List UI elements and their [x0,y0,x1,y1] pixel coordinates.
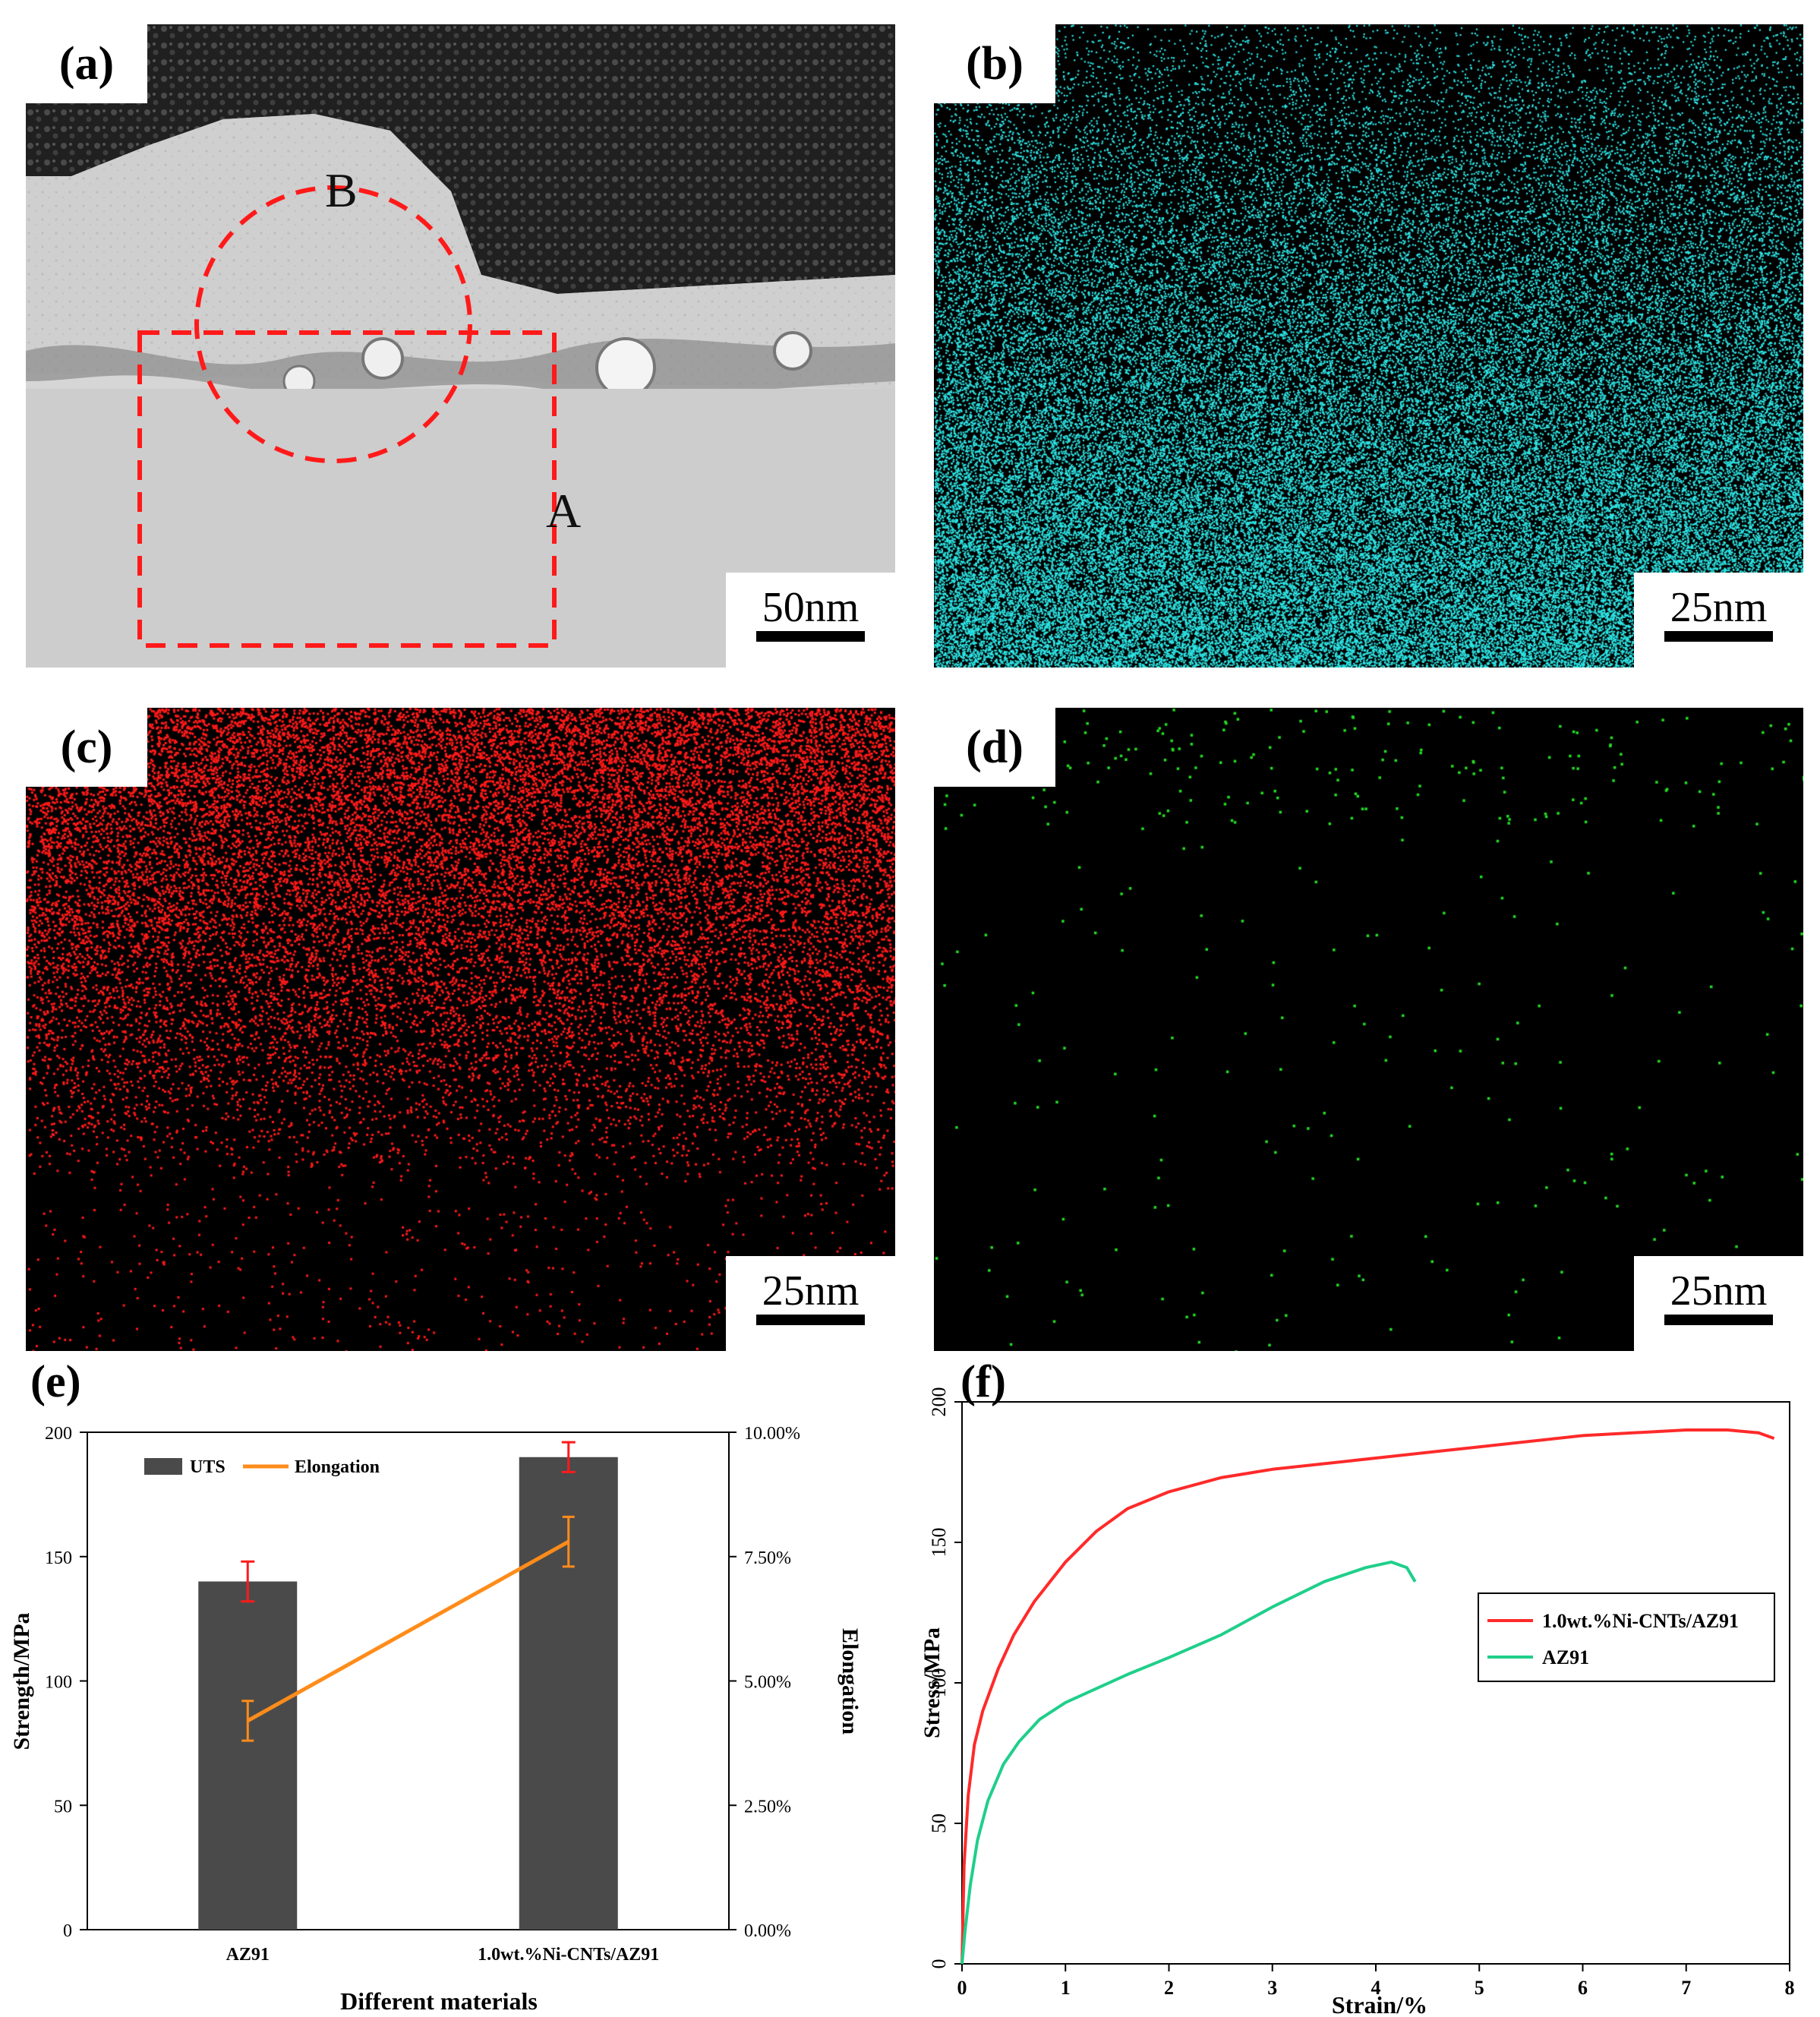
label-a: A [546,484,581,538]
panel-d-letter: (d) [934,708,1055,787]
y2-tick-label: 2.50% [744,1797,791,1817]
y-tick-label: 100 [45,1673,72,1693]
legend-box [1478,1592,1775,1682]
x-tick-label: 1.0wt.%Ni-CNTs/AZ91 [478,1945,659,1965]
scale-bar-label: 50nm [762,584,860,631]
panel-c-eds-map [26,708,895,1351]
label-b: B [325,163,358,217]
x-tick-label: 5 [1475,1977,1484,1999]
panel-b-letter: (b) [934,24,1055,103]
scale-bar-line [1664,1315,1773,1325]
plot-frame [87,1431,730,1930]
bar-uts [198,1581,298,1930]
y-tick-label: 150 [45,1548,72,1568]
y-tick-label: 200 [928,1387,950,1417]
region-a-rect [137,330,557,648]
scale-bar-label: 25nm [1670,584,1768,631]
y-tick-label: 0 [928,1959,950,1969]
y-tick-label: 100 [928,1668,950,1698]
y2-tick-label: 10.00% [744,1424,800,1444]
panel-c-scale-bar: 25nm [726,1256,895,1351]
region-b-circle [194,185,472,463]
plot-frame [961,1401,1790,1965]
y-tick-label: 0 [63,1921,72,1941]
x-tick-label: AZ91 [226,1945,270,1965]
x-tick-label: 0 [957,1977,967,1999]
scale-bar-label: 25nm [762,1267,860,1315]
chart-e-strength-elongation: 0 50 100 150 200 0.00% 2.50% 5.00% 7.50% 10.00% AZ… [9,1424,863,2015]
y-tick-label: 50 [928,1813,950,1833]
x-tick-label: 6 [1578,1977,1588,1999]
eds-map-cyan [934,24,1803,668]
panel-d-eds-map [934,708,1803,1351]
legend-label-composite: 1.0wt.%Ni-CNTs/AZ91 [1542,1610,1739,1632]
panel-c-letter: (c) [26,708,147,787]
y-axis-title: Stress/MPa [919,1627,945,1738]
panel-d-scale-bar: 25nm [1634,1256,1803,1351]
y-tick-label: 50 [54,1797,72,1817]
eds-map-red [26,708,895,1351]
scale-bar-line [756,1315,865,1325]
line-elongation [247,1539,569,1723]
panel-a-scale-bar: 50nm [726,573,895,668]
legend-label-az91: AZ91 [1542,1646,1589,1668]
panel-a-letter: (a) [26,24,147,103]
panel-b-scale-bar: 25nm [1634,573,1803,668]
scale-bar-line [756,631,865,642]
y2-tick-label: 5.00% [744,1673,791,1693]
panel-b-eds-map [934,24,1803,668]
y-axis-title: Strength/MPa [9,1612,34,1750]
eds-map-green [934,708,1803,1351]
y-tick-label: 200 [45,1424,72,1444]
panel-a-tem-image: B A [26,24,895,668]
y-tick-label: 150 [928,1528,950,1558]
chart-f-stress-strain: 0 1 2 3 4 5 6 7 8 0 50 100 150 200 Stress/MPa Strain/… [919,1387,1795,2017]
scale-bar-line [1664,631,1773,642]
x-tick-label: 8 [1785,1977,1795,1999]
x-tick-label: 1 [1061,1977,1071,1999]
panel-e-letter: (e) [30,1356,81,1406]
curve-composite [960,1428,1775,1965]
x-tick-label: 3 [1267,1977,1277,1999]
scale-bar-label: 25nm [1670,1267,1768,1315]
x-tick-label: 2 [1164,1977,1174,1999]
tem-image: B A [26,24,895,668]
panel-f-letter: (f) [960,1356,1006,1406]
x-axis-title: Different materials [340,1987,538,2015]
x-tick-label: 7 [1681,1977,1691,1999]
x-tick-label: 4 [1371,1977,1381,1999]
legend-label-uts: UTS [190,1457,226,1477]
legend-swatch-uts [144,1458,182,1475]
y2-axis-title: Elongation [837,1628,863,1734]
x-axis-title: Strain/% [1332,1991,1427,2017]
y2-tick-label: 0.00% [744,1921,791,1941]
y2-tick-label: 7.50% [744,1548,791,1568]
legend-label-elongation: Elongation [295,1457,380,1477]
curve-az91 [960,1560,1417,1965]
